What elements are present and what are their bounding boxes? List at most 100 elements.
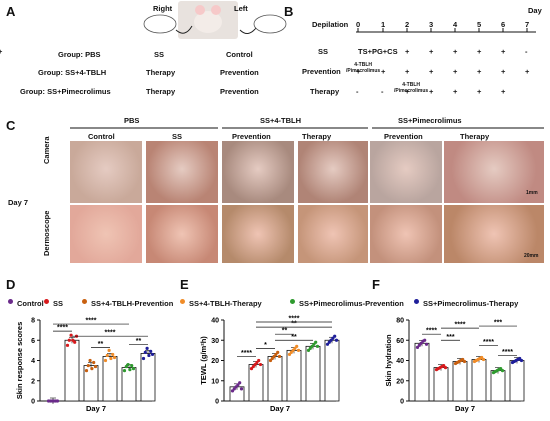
- dermoscope-photo: [370, 205, 442, 263]
- col-prevention-1: Prevention: [232, 132, 271, 141]
- y-tick-label: 20: [211, 358, 219, 365]
- significance-label: *: [264, 342, 267, 349]
- group-row-3-right: Therapy: [146, 87, 176, 96]
- y-tick-label: 30: [211, 338, 219, 345]
- schedule-mark: -: [356, 87, 359, 96]
- significance-label: **: [291, 334, 297, 341]
- legend-dot-icon: [44, 299, 49, 305]
- bar: [414, 342, 430, 402]
- y-tick-label: 2: [31, 378, 35, 385]
- data-point: [55, 399, 60, 403]
- day7-label: Day 7: [8, 198, 29, 207]
- legend-item: SS: [44, 293, 63, 311]
- row-ss-label: SS: [318, 47, 329, 56]
- mouse-right-icon: [143, 14, 177, 34]
- data-point: [257, 358, 261, 363]
- day-timeline: [356, 28, 536, 33]
- significance-label: **: [98, 341, 104, 348]
- col-control: Control: [88, 132, 115, 141]
- schedule-mark: -: [381, 87, 384, 96]
- schedule-mark: +: [453, 87, 458, 96]
- significance-label: ****: [289, 316, 300, 323]
- bar: [286, 349, 302, 402]
- data-point: [107, 348, 111, 352]
- col-ss: SS: [172, 132, 183, 141]
- schedule-mark: +: [501, 47, 506, 56]
- row-therapy-note: 4-TBLH /Pimecrolimus: [394, 82, 429, 94]
- y-tick-label: 0: [400, 399, 404, 406]
- significance-label: ****: [455, 322, 466, 329]
- data-point: [423, 338, 427, 342]
- schedule-mark: +: [381, 67, 386, 76]
- label-right: Right: [153, 4, 173, 13]
- mouse-drawing: [143, 1, 287, 39]
- y-tick-label: 0: [215, 399, 219, 406]
- data-point: [143, 350, 147, 354]
- camera-photo: [222, 141, 294, 203]
- schedule-mark: +: [477, 87, 482, 96]
- schedule-mark: +: [429, 87, 434, 96]
- mouse-ear-right: [211, 5, 221, 15]
- legend-item: Control: [8, 293, 44, 311]
- group-row-1: Group: PBS: [58, 50, 101, 59]
- schedule-mark: +: [525, 67, 530, 76]
- schedule-mark: +: [0, 47, 3, 56]
- scale-bar-dermoscope: 20mm: [524, 253, 539, 259]
- data-point: [296, 348, 301, 352]
- group-row-2: Group: SS+4-TBLH: [38, 68, 107, 77]
- legend-label: SS: [53, 299, 64, 308]
- col-therapy-1: Therapy: [302, 132, 332, 141]
- group-row-3: Group: SS+Pimecrolimus: [20, 87, 111, 96]
- bar: [433, 367, 449, 402]
- schedule-mark: +: [477, 47, 482, 56]
- schedule-mark: +: [477, 67, 482, 76]
- row-dermoscope: Dermoscope: [42, 210, 51, 256]
- data-point: [73, 340, 77, 344]
- data-point: [92, 360, 96, 365]
- schedule-mark: +: [429, 67, 434, 76]
- bar: [490, 370, 506, 402]
- dermoscope-photo: [70, 205, 142, 263]
- significance-label: ****: [426, 328, 437, 335]
- data-point: [67, 338, 71, 342]
- dermoscope-photo: [222, 205, 294, 263]
- significance-label: ****: [57, 325, 68, 332]
- data-point: [69, 333, 73, 337]
- y-axis-label: Skin hydration: [384, 334, 393, 387]
- data-point: [109, 356, 113, 361]
- data-point: [88, 358, 92, 363]
- legend-dot-icon: [8, 299, 13, 305]
- col-therapy-2: Therapy: [460, 132, 490, 141]
- panel-label-d: D: [6, 277, 16, 292]
- legend-item: SS+Pimecrolimus-Therapy: [414, 293, 518, 311]
- legend-label: SS+Pimecrolimus-Prevention: [299, 299, 404, 308]
- camera-photo: [146, 141, 218, 203]
- schedule-mark: +: [405, 47, 410, 56]
- bar: [64, 339, 80, 402]
- bar: [305, 345, 321, 402]
- schedule-mark: +: [453, 67, 458, 76]
- bar: [102, 356, 118, 402]
- significance-label: ***: [446, 334, 454, 341]
- schedule-mark: -: [525, 47, 528, 56]
- row-prevention-label: Prevention: [302, 67, 341, 76]
- schedule-mark: +: [429, 47, 434, 56]
- group-row-1-left: Control: [226, 50, 253, 59]
- y-tick-label: 0: [31, 399, 35, 406]
- data-point: [149, 349, 153, 353]
- data-point: [145, 346, 149, 350]
- row-camera: Camera: [42, 136, 51, 164]
- mouse-body: [194, 11, 222, 33]
- data-point: [424, 342, 429, 346]
- data-point: [90, 367, 94, 371]
- data-point: [122, 369, 127, 373]
- significance-label: ****: [483, 339, 494, 346]
- significance-label: ****: [86, 318, 97, 325]
- significance-label: **: [291, 321, 297, 328]
- schedule-mark: +: [405, 87, 410, 96]
- data-point: [462, 359, 467, 364]
- legend-dot-icon: [290, 299, 295, 305]
- schedule-mark: +: [501, 87, 506, 96]
- data-point: [314, 340, 318, 344]
- mouse-ear-left: [195, 5, 205, 15]
